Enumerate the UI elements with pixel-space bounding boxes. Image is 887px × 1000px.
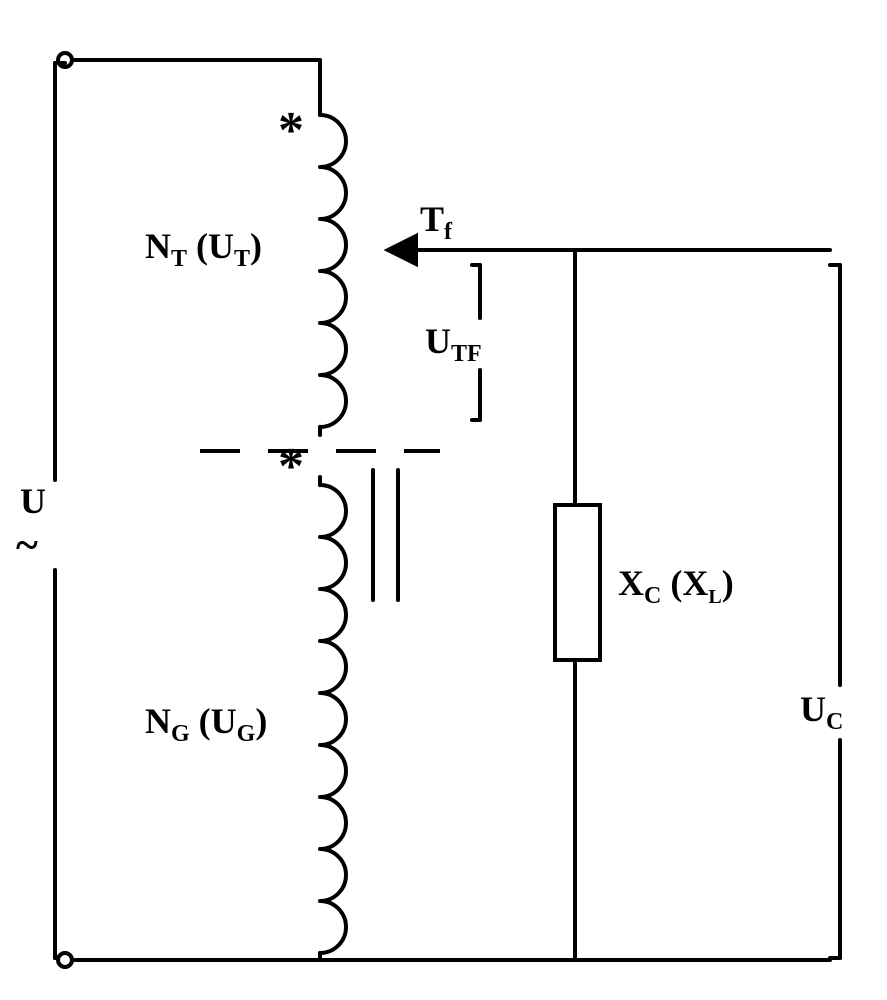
secondary-winding-label: NG (UG): [145, 700, 267, 748]
tap-label: Tf: [420, 198, 452, 246]
tap-voltage-label: UTF: [425, 320, 482, 368]
svg-text:*: *: [278, 102, 304, 159]
source-label: U: [20, 480, 46, 522]
output-voltage-label: UC: [800, 688, 843, 736]
svg-text:*: *: [278, 438, 304, 495]
source-symbol: ~: [16, 522, 38, 570]
primary-winding-label: NT (UT): [145, 225, 262, 273]
reactance-label: XC (XL): [618, 562, 734, 610]
